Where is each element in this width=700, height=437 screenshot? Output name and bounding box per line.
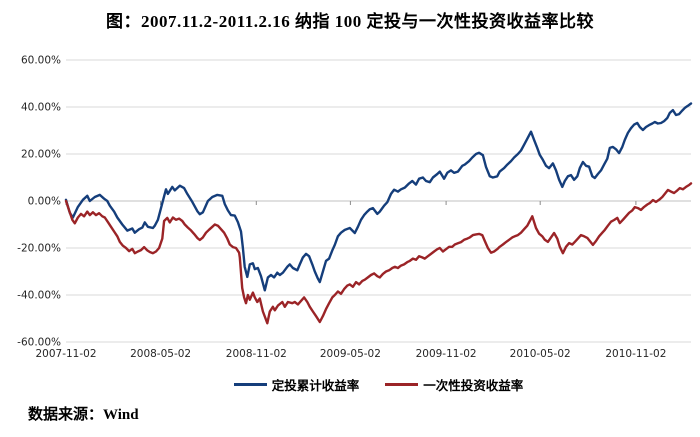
svg-text:-20.00%: -20.00% bbox=[17, 243, 61, 255]
svg-text:2009-11-02: 2009-11-02 bbox=[416, 348, 477, 360]
legend-item-lumpsum: 一次性投资收益率 bbox=[385, 375, 523, 394]
svg-text:2008-11-02: 2008-11-02 bbox=[226, 348, 287, 360]
svg-text:2010-11-02: 2010-11-02 bbox=[605, 348, 666, 360]
svg-text:-40.00%: -40.00% bbox=[17, 290, 61, 302]
svg-text:2008-05-02: 2008-05-02 bbox=[130, 348, 191, 360]
svg-text:2007-11-02: 2007-11-02 bbox=[35, 348, 96, 360]
data-source-note: 数据来源：Wind bbox=[28, 407, 139, 423]
chart-legend: 定投累计收益率 一次性投资收益率 bbox=[66, 375, 691, 393]
svg-text:2010-05-02: 2010-05-02 bbox=[510, 348, 571, 360]
dca-line-swatch-icon bbox=[233, 382, 267, 386]
chart-title: 图：2007.11.2-2011.2.16 纳指 100 定投与一次性投资收益率… bbox=[105, 12, 595, 31]
svg-text:20.00%: 20.00% bbox=[21, 149, 61, 161]
legend-label-dca: 定投累计收益率 bbox=[271, 378, 360, 393]
legend-item-dca: 定投累计收益率 bbox=[233, 375, 360, 394]
legend-label-lumpsum: 一次性投资收益率 bbox=[423, 378, 524, 393]
svg-text:2009-05-02: 2009-05-02 bbox=[320, 348, 381, 360]
svg-text:-60.00%: -60.00% bbox=[17, 337, 61, 349]
svg-text:40.00%: 40.00% bbox=[21, 102, 61, 114]
svg-text:60.00%: 60.00% bbox=[21, 55, 61, 67]
svg-text:0.00%: 0.00% bbox=[28, 196, 61, 208]
lumpsum-line-swatch-icon bbox=[385, 382, 419, 386]
